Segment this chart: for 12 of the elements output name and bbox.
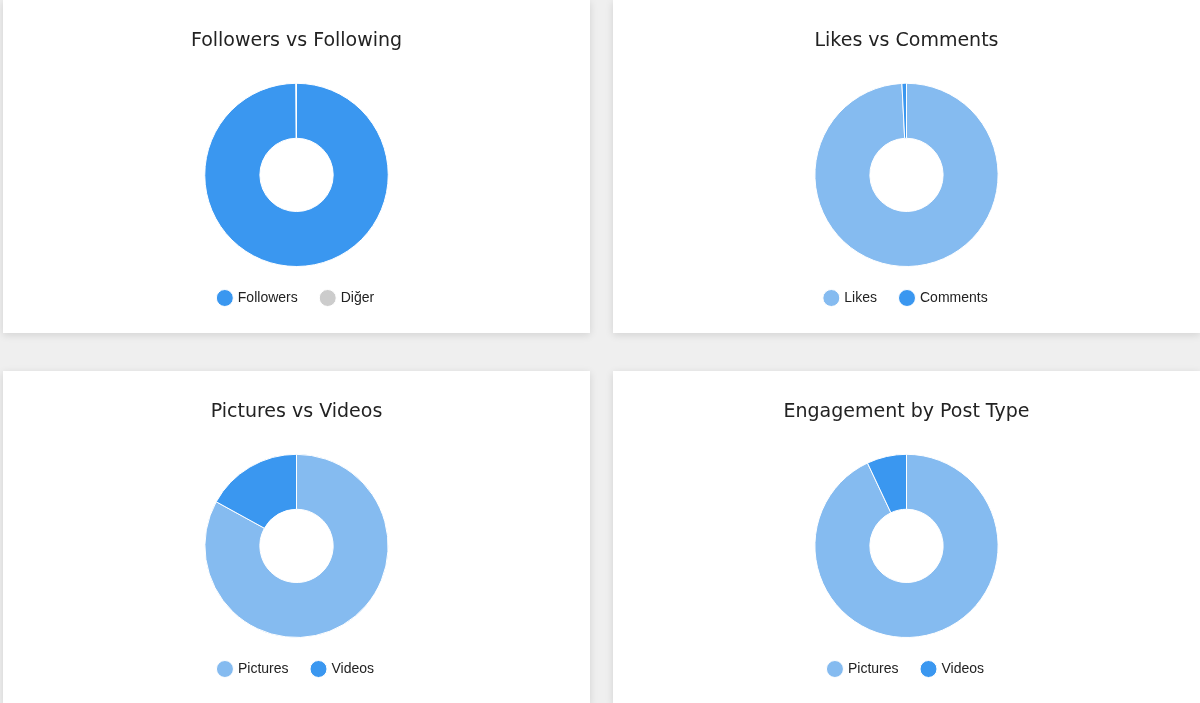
legend-label: Followers [237,288,298,305]
legend-label: Diğer [340,288,375,305]
chart-title: Followers vs Following [190,28,403,51]
legend-label: Comments [920,288,988,305]
legend-label: Likes [844,288,877,305]
legend-label: Videos [941,659,985,676]
legend-label: Pictures [847,659,899,676]
legend-label: Videos [331,659,375,676]
legend-label: Pictures [237,659,289,676]
chart-title: Engagement by Post Type [783,399,1030,422]
chart-title: Likes vs Comments [814,28,999,51]
chart-title: Pictures vs Videos [210,399,383,422]
